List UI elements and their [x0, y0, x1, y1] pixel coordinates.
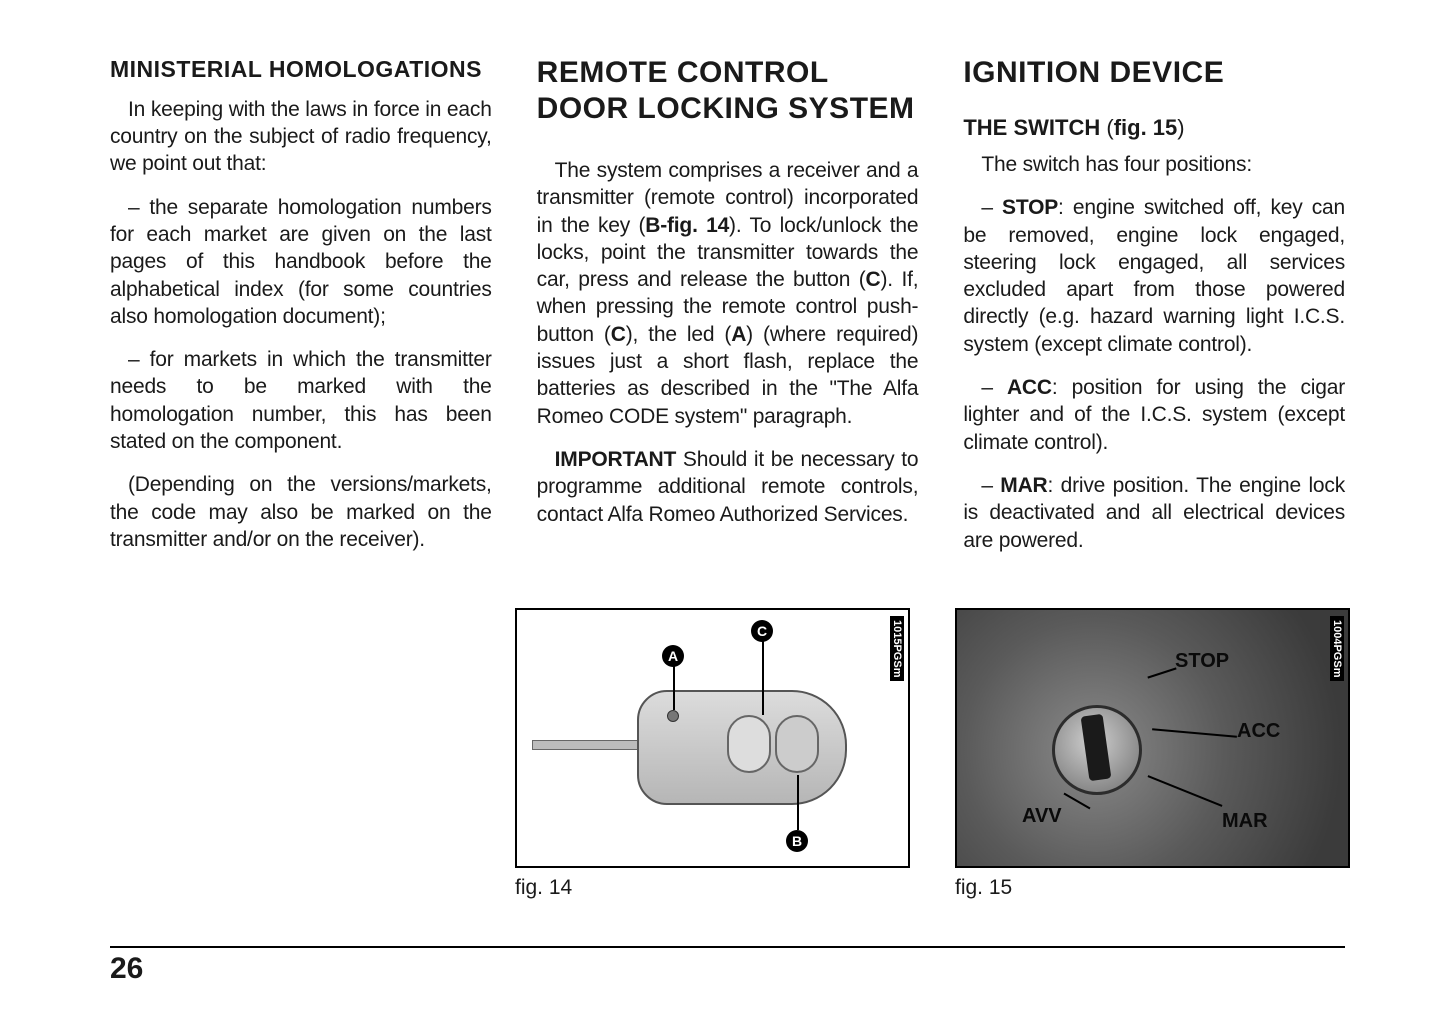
key-led — [667, 710, 679, 722]
pos-acc: ACC — [1237, 720, 1280, 743]
key-button-logo — [727, 715, 771, 773]
t: – — [981, 474, 1000, 497]
page-number: 26 — [110, 952, 143, 986]
t: ) — [1177, 115, 1184, 140]
page-rule — [110, 946, 1345, 949]
leader-line — [673, 665, 675, 710]
t: – — [981, 196, 1002, 219]
leader-line — [797, 775, 799, 830]
key-button-remote — [775, 715, 819, 773]
col3-p3: – ACC: position for using the cigar ligh… — [963, 374, 1345, 456]
col2-p2: IMPORTANT Should it be necessary to prog… — [537, 446, 919, 528]
t: MAR — [1000, 474, 1047, 497]
col2-p1: The system comprises a receiver and a tr… — [537, 157, 919, 430]
col3-p2: – STOP: engine switched off, key can be … — [963, 194, 1345, 358]
column-2: REMOTE CONTROL DOOR LOCKING SYSTEM The s… — [537, 55, 919, 570]
figure-14: 1015PGSm A C B fig. 14 — [515, 608, 910, 900]
figure-15: 1004PGSm STOP ACC MAR AVV fig. 15 — [955, 608, 1350, 900]
callout-b: B — [786, 830, 808, 852]
leader-line — [762, 640, 764, 715]
col3-p1: The switch has four positions: — [963, 151, 1345, 178]
figures-row: 1015PGSm A C B fig. 14 1004PGSm STOP ACC — [515, 608, 1345, 900]
col1-p2: – the separate homologation numbers for … — [110, 194, 492, 330]
col3-heading: IGNITION DEVICE — [963, 55, 1345, 91]
t: C — [866, 268, 881, 291]
t: – — [981, 376, 1007, 399]
column-3: IGNITION DEVICE THE SWITCH (fig. 15) The… — [963, 55, 1345, 570]
ignition-background — [957, 610, 1348, 866]
page-number-wrap: 26 — [110, 952, 143, 986]
col1-heading: MINISTERIAL HOMOLOGATIONS — [110, 55, 492, 84]
t: : engine switched off, key can be remove… — [963, 196, 1345, 355]
pos-stop: STOP — [1175, 650, 1229, 673]
t: A — [731, 323, 746, 346]
col1-p4: (Depending on the versions/markets, the … — [110, 471, 492, 553]
key-blade — [532, 740, 647, 750]
col1-p1: In keeping with the laws in force in eac… — [110, 96, 492, 178]
fig15-caption: fig. 15 — [955, 876, 1350, 900]
t: B-fig. 14 — [645, 214, 729, 237]
callout-a: A — [662, 645, 684, 667]
column-1: MINISTERIAL HOMOLOGATIONS In keeping wit… — [110, 55, 492, 570]
figure-15-frame: 1004PGSm STOP ACC MAR AVV — [955, 608, 1350, 868]
t: THE SWITCH — [963, 115, 1100, 140]
t: IMPORTANT — [555, 448, 676, 471]
t: ACC — [1007, 376, 1052, 399]
text-columns: MINISTERIAL HOMOLOGATIONS In keeping wit… — [110, 55, 1345, 570]
fig15-code: 1004PGSm — [1330, 616, 1344, 681]
figure-14-frame: 1015PGSm A C B — [515, 608, 910, 868]
fig14-caption: fig. 14 — [515, 876, 910, 900]
t: ( — [1100, 115, 1113, 140]
t: C — [611, 323, 626, 346]
col3-subheading: THE SWITCH (fig. 15) — [963, 115, 1345, 141]
t: ), the led ( — [626, 323, 731, 346]
t: fig. 15 — [1114, 115, 1178, 140]
col2-heading: REMOTE CONTROL DOOR LOCKING SYSTEM — [537, 55, 919, 127]
col3-p4: – MAR: drive position. The engine lock i… — [963, 472, 1345, 554]
t: STOP — [1002, 196, 1058, 219]
callout-c: C — [751, 620, 773, 642]
col1-p3: – for markets in which the transmitter n… — [110, 346, 492, 455]
fig14-code: 1015PGSm — [890, 616, 904, 681]
pos-mar: MAR — [1222, 810, 1268, 833]
pos-avv: AVV — [1022, 805, 1062, 828]
